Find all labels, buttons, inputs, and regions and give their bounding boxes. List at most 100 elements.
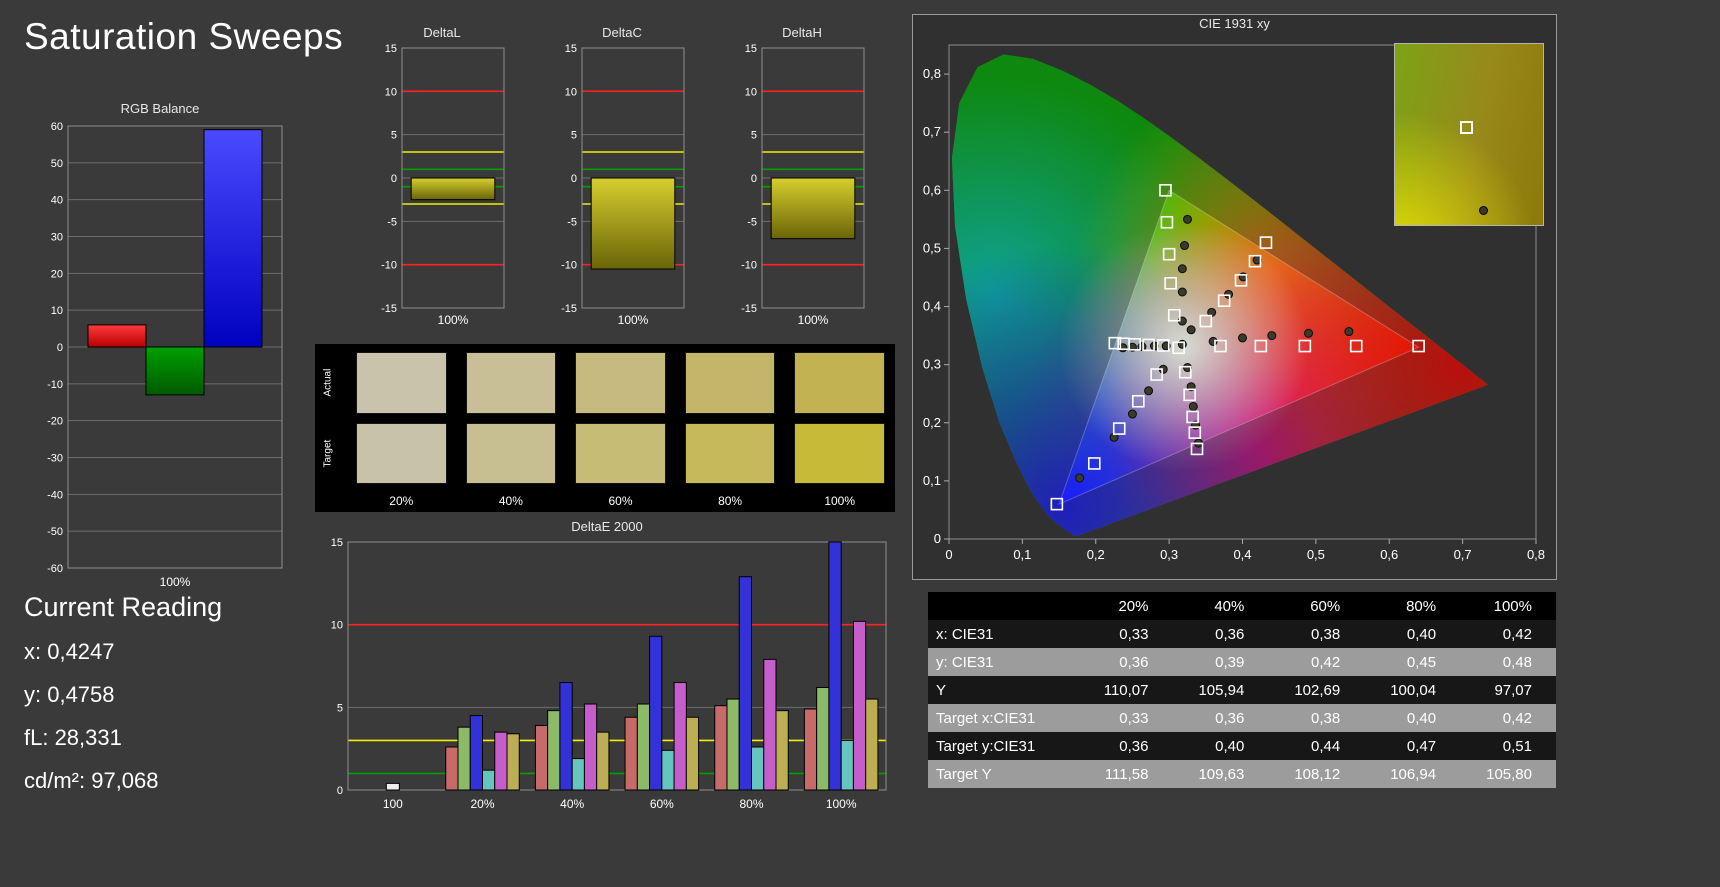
table-cell: 0,38 xyxy=(1311,709,1341,727)
delta-c-plot: -15 -10 -5 0 5 10 15 100% xyxy=(561,43,685,327)
delta-e-bar-blue xyxy=(649,635,663,791)
delta-e-2000-chart: DeltaE 2000 0 5 10 15 100 20% 40% 60% 80% 100% xyxy=(318,518,896,816)
swatch-target-20% xyxy=(356,422,447,484)
x-tick-label: 0,8 xyxy=(1527,547,1545,562)
reading-x: x: 0,4247 xyxy=(24,639,115,664)
table-cell: 0,42 xyxy=(1502,625,1532,643)
target-point xyxy=(1349,339,1363,353)
target-point xyxy=(1254,339,1268,353)
delta-e-bar-red xyxy=(534,725,549,791)
target-point xyxy=(1164,276,1177,290)
table-col-header: 80% xyxy=(1406,597,1437,615)
table-cell: 0,45 xyxy=(1406,653,1437,671)
target-point xyxy=(1108,336,1122,350)
delta-l-title: DeltaL xyxy=(423,25,461,40)
table-cell: 108,12 xyxy=(1294,765,1341,783)
y-tick-label: 20 xyxy=(51,268,63,280)
target-point xyxy=(1248,254,1262,268)
delta-e-plot: 0 5 10 15 100 20% 40% 60% 80% 100% xyxy=(331,537,887,811)
y-tick-label: 15 xyxy=(385,43,397,55)
delta-e-bar-green xyxy=(816,686,830,791)
table-row: Target Y 111,58 109,63 108,12 106,94 105,80 xyxy=(928,760,1556,788)
table-cell: 0,36 xyxy=(1215,625,1245,643)
target-point xyxy=(1172,341,1185,355)
y-tick-label: 0,1 xyxy=(923,473,941,488)
y-tick-label: -5 xyxy=(567,216,577,228)
y-tick-label: 0 xyxy=(337,785,343,797)
measured-point xyxy=(1186,325,1196,335)
target-point xyxy=(1160,215,1174,229)
y-tick-label: 5 xyxy=(337,702,343,714)
x-category-label: 60% xyxy=(650,797,674,811)
table-corner-cell xyxy=(928,592,1078,620)
delta-e-bar-cyan xyxy=(751,746,765,791)
target-point xyxy=(1214,339,1227,353)
target-point xyxy=(1183,388,1196,402)
y-tick-label: -40 xyxy=(47,489,63,501)
reading-cdm2: cd/m²: 97,068 xyxy=(24,768,159,793)
delta-e-bar-magenta xyxy=(494,731,508,791)
delta-e-bar-magenta xyxy=(673,682,687,791)
y-tick-label: 15 xyxy=(745,43,757,55)
page-title: Saturation Sweeps xyxy=(24,16,344,57)
plot-border xyxy=(401,47,505,309)
y-tick-label: 0,3 xyxy=(923,357,941,372)
y-tick-label: 5 xyxy=(751,130,757,142)
x-category-label: 40% xyxy=(560,797,584,811)
y-tick-label: 40 xyxy=(51,195,63,207)
measurement-table-grid: 20% 40% 60% 80% 100% x: CIE31 0,33 0,36 0,38 0,40… xyxy=(928,592,1556,788)
x-tick-label: 0,5 xyxy=(1307,547,1325,562)
y-tick-label: 10 xyxy=(385,86,397,98)
table-cell: 0,40 xyxy=(1406,625,1437,643)
measured-point xyxy=(1224,289,1234,299)
current-reading-block: Current Reading x: 0,4247 y: 0,4758 fL: … xyxy=(24,592,222,811)
y-tick-label: 5 xyxy=(571,130,577,142)
delta-e-bar-white xyxy=(385,782,400,791)
target-point xyxy=(1234,274,1248,287)
delta-h-plot: -15 -10 -5 0 5 10 15 100% xyxy=(741,43,865,327)
y-tick-label: 50 xyxy=(51,158,63,170)
x-category-label: 100% xyxy=(160,575,191,589)
y-tick-label: 0,6 xyxy=(923,182,941,197)
x-tick-label: 0,3 xyxy=(1160,547,1178,562)
rgb-balance-chart: RGB Balance -60 -50 -40 -30 -20 -10 0 10 20 30 40 50… xyxy=(28,100,292,594)
y-tick-label: -15 xyxy=(741,303,757,315)
measured-point xyxy=(1188,401,1198,411)
y-tick-label: 30 xyxy=(51,232,63,244)
target-point xyxy=(1117,337,1130,351)
table-cell: 0,36 xyxy=(1119,653,1149,671)
delta-h-chart: DeltaH -15 -10 -5 0 5 10 15 100% xyxy=(732,24,872,332)
table-cell: 105,94 xyxy=(1198,681,1245,699)
target-point xyxy=(1142,338,1155,352)
y-tick-label: -50 xyxy=(47,526,63,538)
target-point xyxy=(1188,426,1202,439)
y-tick-label: 0,4 xyxy=(923,299,941,314)
swatch-actual-100% xyxy=(794,352,885,414)
measured-point xyxy=(1177,287,1187,297)
table-cell: 97,07 xyxy=(1494,681,1532,699)
y-tick-label: 5 xyxy=(391,130,397,142)
delta-e-bar-magenta xyxy=(583,703,598,791)
y-tick-label: 0 xyxy=(57,342,63,354)
swatch-row-label-target: Target xyxy=(322,439,334,468)
measured-point xyxy=(1182,214,1192,224)
x-category-label: 100% xyxy=(618,313,649,327)
swatch-col-label: 40% xyxy=(498,494,523,508)
delta-e-bar-blue xyxy=(469,715,484,791)
table-row: Target y:CIE31 0,36 0,40 0,44 0,47 0,51 xyxy=(928,732,1556,760)
target-point xyxy=(1167,308,1181,322)
y-tick-label: 15 xyxy=(331,537,343,549)
inset-measured-dot-marker xyxy=(1478,205,1488,215)
delta-e-bar-cyan xyxy=(482,769,496,791)
target-point xyxy=(1050,497,1064,511)
rgb-balance-title: RGB Balance xyxy=(120,101,200,116)
x-category-label: 100% xyxy=(798,313,829,327)
measured-point xyxy=(1180,241,1190,251)
delta-e-bar-green xyxy=(457,726,471,791)
table-row-label: Y xyxy=(936,681,947,699)
plot-border xyxy=(761,47,865,309)
delta-e-bar-yellow xyxy=(865,698,879,791)
table-cell: 0,33 xyxy=(1119,625,1149,643)
table-cell: 0,40 xyxy=(1215,737,1245,755)
y-tick-label: 0,7 xyxy=(923,124,941,139)
